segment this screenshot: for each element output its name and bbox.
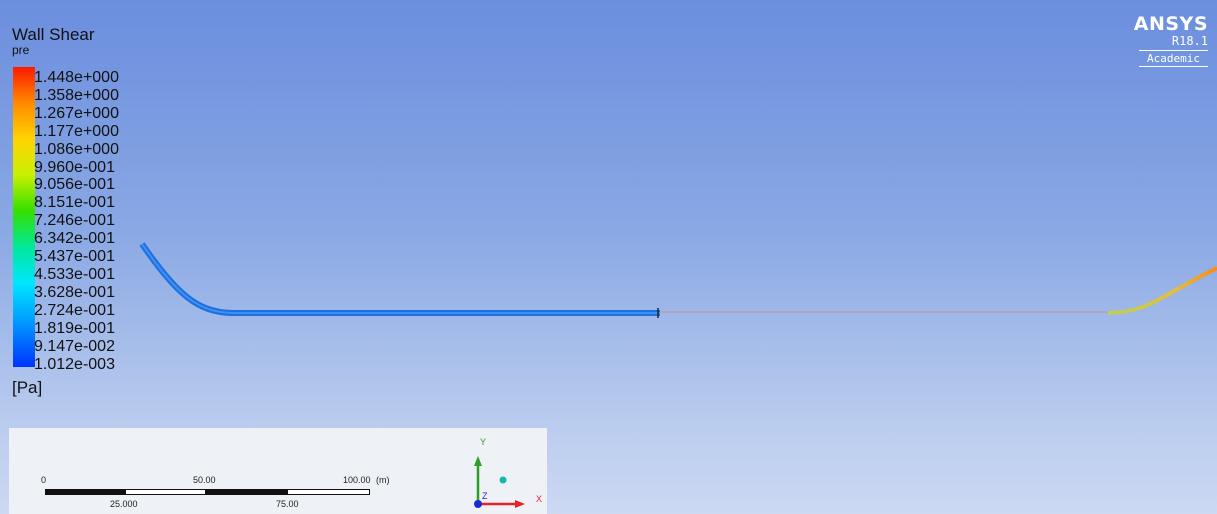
axis-triad — [474, 456, 525, 508]
axis-label-x: X — [536, 494, 543, 504]
legend-tick-label: 1.358e+000 — [34, 86, 119, 104]
logo-brand: ANSYS — [1133, 13, 1208, 35]
scalebar-segment-2 — [125, 489, 206, 495]
scale-label-50: 50.00 — [193, 475, 216, 485]
legend-tick-label: 1.267e+000 — [34, 104, 119, 122]
legend-tick-labels: 1.448e+000 1.358e+000 1.267e+000 1.177e+000… — [34, 69, 119, 373]
legend-tick-label: 1.819e-001 — [34, 319, 115, 337]
scalebar-segment-1 — [45, 489, 126, 495]
pipe-segment-inlet — [139, 242, 660, 316]
legend-tick-label: 9.960e-001 — [34, 158, 115, 176]
axis-triad-panel — [423, 428, 547, 514]
legend-tick-label: 1.012e-003 — [34, 355, 115, 373]
axis-sphere — [499, 476, 507, 484]
scale-label-25: 25.000 — [110, 499, 138, 509]
logo-version: R18.1 — [1171, 34, 1208, 48]
legend-tick-label: 2.724e-001 — [34, 301, 115, 319]
scale-unit: (m) — [376, 475, 390, 485]
scalebar-segment-3 — [205, 489, 288, 495]
legend-colorbar — [13, 67, 35, 367]
legend-subtitle: pre — [12, 43, 30, 57]
scalebar-segment-4 — [287, 489, 370, 495]
legend-tick-label: 7.246e-001 — [34, 212, 115, 230]
legend-title: Wall Shear — [12, 25, 95, 44]
legend-tick-label: 4.533e-001 — [34, 265, 115, 283]
legend-tick-label: 1.448e+000 — [34, 69, 119, 86]
legend-tick-label: 9.147e-002 — [34, 337, 115, 355]
scale-label-0: 0 — [41, 475, 47, 485]
legend-tick-label: 9.056e-001 — [34, 176, 115, 194]
legend-tick-label: 1.086e+000 — [34, 140, 119, 158]
z-axis-dot — [474, 500, 482, 508]
legend-tick-label: 6.342e-001 — [34, 230, 115, 248]
axis-label-z: Z — [482, 491, 488, 501]
legend-unit: [Pa] — [12, 378, 43, 397]
logo-edition: Academic — [1139, 50, 1208, 67]
scale-label-100: 100.00 — [343, 475, 371, 485]
ansys-logo: ANSYS R18.1 Academic — [1134, 14, 1208, 67]
scale-label-75: 75.00 — [276, 499, 299, 509]
legend-tick-label: 5.437e-001 — [34, 248, 115, 266]
scale-panel — [9, 428, 423, 514]
legend-tick-label: 1.177e+000 — [34, 122, 119, 140]
legend-tick-label: 8.151e-001 — [34, 194, 115, 212]
pipe-segment-rise — [1107, 266, 1217, 315]
legend-tick-label: 3.628e-001 — [34, 283, 115, 301]
axis-label-y: Y — [480, 437, 487, 447]
